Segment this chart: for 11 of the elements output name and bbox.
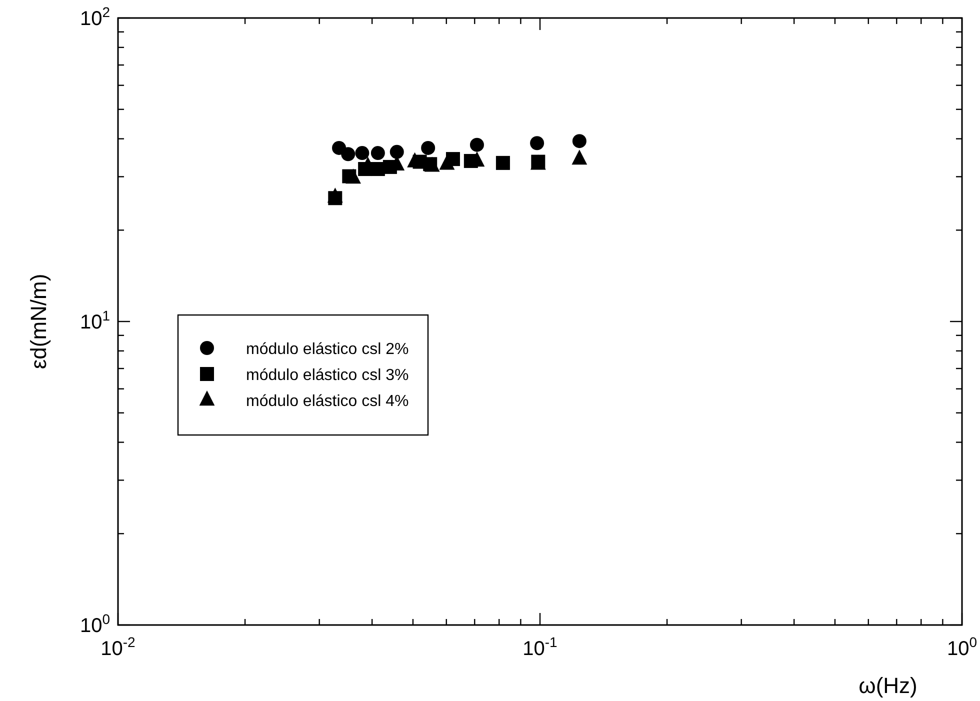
y-tick-label: 10$^{0}$ — [80, 611, 110, 637]
legend-label: módulo elástico csl 4% — [246, 393, 409, 410]
y-axis-title: εd(mN/m) — [26, 274, 51, 370]
y-tick-label: 10$^{1}$ — [80, 308, 110, 334]
x-tick-label: 10$^{0}$ — [946, 634, 978, 660]
x-axis-title: ω(Hz) — [858, 673, 918, 698]
legend-label: módulo elástico csl 3% — [246, 367, 409, 384]
y-tick-label: 10$^{2}$ — [80, 4, 110, 30]
x-tick-label: 10$^{-2}$ — [100, 634, 136, 660]
legend-label: módulo elástico csl 2% — [246, 341, 409, 358]
x-tick-label: 10$^{-1}$ — [522, 634, 558, 660]
